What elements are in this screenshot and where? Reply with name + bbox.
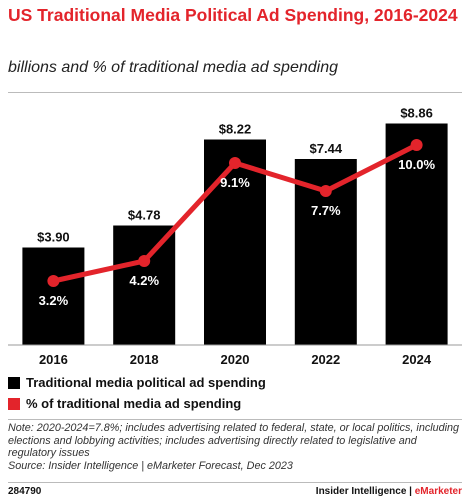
- bar-label-2020: $8.22: [219, 122, 252, 137]
- x-tick-2024: 2024: [402, 352, 432, 367]
- brand-accent: eMarketer: [414, 486, 462, 497]
- x-tick-2018: 2018: [130, 352, 159, 367]
- chart-title: US Traditional Media Political Ad Spendi…: [8, 5, 458, 25]
- legend: Traditional media political ad spending …: [8, 372, 266, 414]
- bar-label-2018: $4.78: [128, 208, 161, 223]
- line-label-2016: 3.2%: [39, 293, 69, 308]
- legend-item-line: % of traditional media ad spending: [8, 393, 266, 414]
- chart-area: $3.90 $4.78 $8.22 $7.44 $8.86 3.2% 4.2% 9.1% 7.7…: [8, 106, 462, 367]
- brand: Insider Intelligence | eMarketer: [316, 486, 462, 497]
- line-point-2016: [47, 275, 60, 287]
- legend-label-line: % of traditional media ad spending: [26, 396, 242, 411]
- notes: Note: 2020-2024=7.8%; includes advertisi…: [8, 422, 462, 472]
- line-point-2022: [319, 185, 332, 197]
- line-point-2024: [410, 139, 423, 151]
- line-label-2018: 4.2%: [129, 273, 159, 288]
- bar-2018: [113, 225, 176, 345]
- legend-swatch-bars: [8, 376, 20, 389]
- notes-divider: [8, 419, 462, 420]
- x-tick-2022: 2022: [311, 352, 340, 367]
- legend-label-bars: Traditional media political ad spending: [26, 375, 266, 390]
- legend-swatch-line: [8, 397, 20, 410]
- brand-main: Insider Intelligence |: [315, 486, 415, 497]
- line-point-2020: [229, 157, 241, 169]
- chart-id: 284790: [8, 486, 42, 497]
- x-tick-2020: 2020: [221, 352, 250, 367]
- bar-2020: [204, 139, 266, 345]
- line-label-2020: 9.1%: [220, 175, 250, 190]
- bar-label-2016: $3.90: [37, 230, 70, 245]
- bar-label-2024: $8.86: [400, 106, 433, 121]
- footer-divider: [8, 482, 462, 483]
- source-text: Source: Insider Intelligence | eMarketer…: [8, 459, 293, 472]
- line-label-2024: 10.0%: [398, 157, 435, 172]
- note-text: Note: 2020-2024=7.8%; includes advertisi…: [8, 422, 460, 459]
- legend-item-bars: Traditional media political ad spending: [8, 372, 266, 393]
- bar-label-2022: $7.44: [310, 141, 343, 156]
- chart-subtitle: billions and % of traditional media ad s…: [8, 59, 338, 76]
- bar-2024: [385, 123, 448, 345]
- line-point-2018: [138, 255, 151, 267]
- line-label-2022: 7.7%: [311, 203, 341, 218]
- x-tick-2016: 2016: [39, 352, 68, 367]
- bar-2016: [22, 247, 85, 345]
- header-divider: [8, 92, 462, 93]
